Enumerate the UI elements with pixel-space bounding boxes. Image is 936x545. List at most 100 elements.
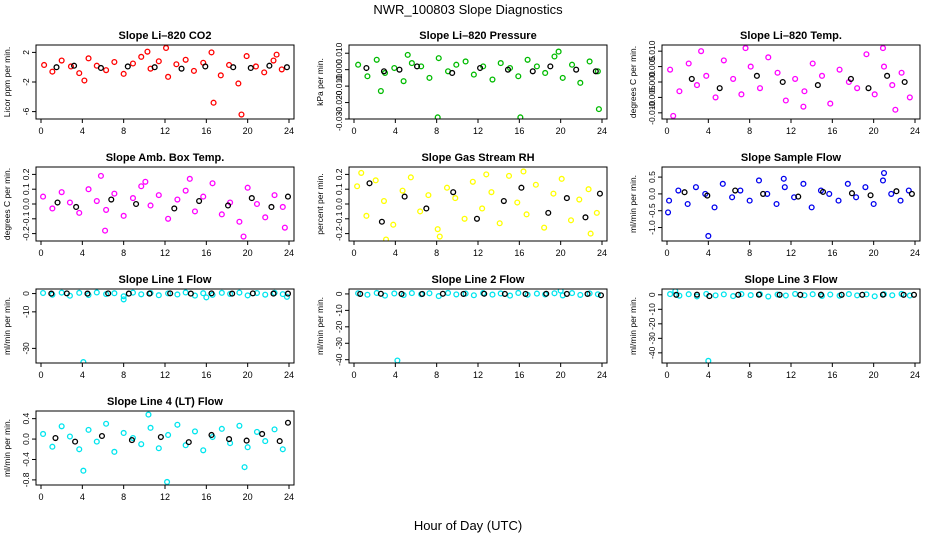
- plot-frame: [348, 288, 608, 364]
- highlighted-point: [270, 290, 277, 297]
- data-point: [174, 291, 181, 298]
- data-point: [720, 291, 727, 298]
- data-point: [792, 75, 799, 82]
- data-point: [273, 51, 280, 58]
- y-tick-label: -20: [334, 320, 344, 333]
- data-point: [261, 69, 268, 76]
- x-tick-label: 16: [201, 126, 211, 136]
- highlighted-point: [378, 218, 385, 225]
- data-point: [863, 51, 870, 58]
- highlighted-point: [268, 203, 275, 211]
- y-tick-label: -0.2: [21, 226, 31, 241]
- highlighted-point: [563, 195, 570, 202]
- highlighted-point: [413, 63, 421, 70]
- data-point: [594, 68, 601, 75]
- y-axis-label: degrees C per min.: [628, 46, 638, 118]
- panel-10: Slope Line 4 (LT) Flow ml/min per min. 0 4 8…: [2, 396, 295, 502]
- data-point: [111, 290, 118, 297]
- data-point: [281, 224, 288, 231]
- data-point: [253, 200, 261, 208]
- x-tick-label: 20: [556, 370, 566, 380]
- data-point: [670, 112, 677, 119]
- highlighted-point: [230, 64, 237, 71]
- highlighted-point: [901, 78, 908, 86]
- data-point: [97, 172, 104, 179]
- panel-points: [40, 172, 292, 240]
- data-point: [120, 296, 127, 303]
- data-point: [533, 63, 540, 70]
- data-point: [827, 291, 834, 298]
- x-tick-label: 8: [121, 370, 126, 380]
- x-tick-label: 24: [597, 370, 607, 380]
- panel-points: [667, 289, 918, 363]
- data-point: [809, 60, 816, 67]
- data-point: [103, 206, 110, 213]
- data-point: [559, 74, 566, 81]
- data-point: [520, 168, 527, 175]
- data-point: [49, 68, 56, 75]
- highlighted-point: [283, 64, 290, 71]
- data-point: [80, 467, 87, 474]
- y-tick-label: 0.0: [334, 198, 344, 210]
- highlighted-point: [276, 438, 283, 445]
- highlighted-point: [859, 291, 866, 298]
- y-tick-label: 0.1: [21, 183, 31, 195]
- x-tick-label: 20: [869, 248, 879, 258]
- data-point: [40, 289, 47, 297]
- data-point: [372, 177, 379, 184]
- highlighted-point: [157, 433, 164, 441]
- plot-frame: [35, 166, 295, 242]
- highlighted-point: [98, 432, 106, 440]
- highlighted-point: [847, 75, 854, 82]
- data-point: [80, 359, 87, 363]
- highlighted-point: [284, 290, 292, 297]
- highlighted-point: [97, 64, 104, 71]
- highlighted-point: [582, 214, 589, 221]
- data-point: [408, 290, 415, 297]
- y-tick-label: -2: [21, 78, 31, 86]
- y-tick-label: -40: [334, 353, 344, 366]
- data-point: [483, 171, 490, 178]
- highlighted-point: [54, 199, 61, 206]
- highlighted-point: [124, 63, 131, 70]
- data-point: [93, 438, 100, 445]
- panel-title: Slope Line 3 Flow: [745, 274, 838, 286]
- highlighted-point: [398, 290, 405, 297]
- y-tick-label: 0.0: [21, 198, 31, 210]
- data-point: [209, 180, 216, 187]
- highlighted-point: [419, 290, 426, 297]
- data-point: [676, 292, 683, 299]
- data-point: [871, 91, 878, 98]
- data-point: [685, 60, 692, 67]
- data-point: [240, 233, 247, 240]
- x-tick-label: 12: [473, 126, 483, 136]
- x-tick-label: 0: [351, 248, 356, 258]
- data-point: [217, 72, 224, 79]
- y-tick-label: 0: [647, 292, 657, 297]
- highlighted-point: [84, 290, 91, 297]
- data-point: [443, 184, 451, 191]
- data-point: [279, 446, 286, 453]
- data-point: [355, 61, 362, 68]
- x-tick-label: 4: [706, 370, 711, 380]
- data-point: [49, 443, 56, 450]
- highlighted-point: [688, 75, 695, 82]
- data-point: [40, 193, 47, 200]
- data-point: [66, 433, 73, 440]
- data-point: [742, 45, 749, 52]
- y-axis-label: ml/min per min.: [2, 419, 12, 477]
- data-point: [58, 423, 65, 430]
- data-point: [764, 190, 771, 197]
- panel-points: [667, 45, 913, 119]
- highlighted-point: [377, 290, 384, 297]
- data-point: [889, 82, 896, 89]
- highlighted-point: [908, 190, 915, 197]
- highlighted-point: [592, 68, 599, 75]
- panel-points: [354, 168, 603, 241]
- y-tick-label: -10: [647, 303, 657, 316]
- x-tick-label: 8: [434, 248, 439, 258]
- data-point: [567, 217, 575, 224]
- y-axis-label: ml/min per min.: [628, 175, 638, 233]
- x-tick-label: 20: [869, 370, 879, 380]
- data-point: [238, 111, 245, 118]
